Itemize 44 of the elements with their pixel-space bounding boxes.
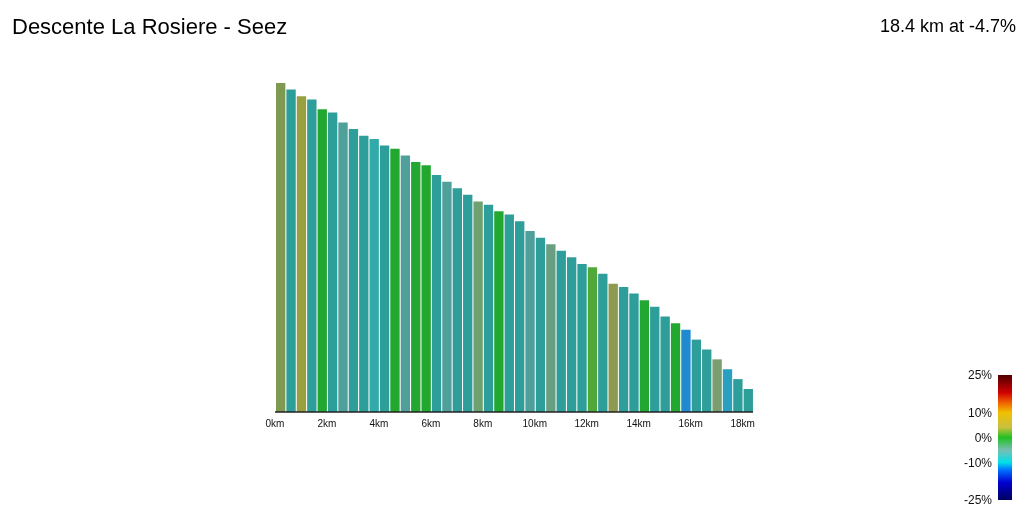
bar <box>338 122 348 412</box>
x-tick-label: 18km <box>730 418 755 430</box>
x-tick-label: 10km <box>522 418 548 430</box>
bar <box>670 323 681 412</box>
bar <box>483 204 494 412</box>
bar <box>400 155 411 412</box>
x-tick-label: 4km <box>369 418 389 430</box>
bar <box>722 369 733 412</box>
bar <box>379 145 390 412</box>
bar <box>712 359 722 412</box>
color-bar-label: -25% <box>963 493 993 507</box>
chart-title: Descente La Rosiere - Seez <box>12 14 288 40</box>
text: 18.4 km at -4.7% <box>879 16 1016 37</box>
color-bar-label: 25% <box>967 368 993 382</box>
bar <box>525 231 535 412</box>
bar <box>369 138 379 412</box>
x-tick-label: 2km <box>317 418 337 430</box>
color-bar-label: 10% <box>967 405 993 420</box>
bar <box>608 283 618 412</box>
color-bar-label: 0% <box>974 430 993 445</box>
x-tick-label: 12km <box>574 418 599 430</box>
bar <box>307 99 317 412</box>
bar <box>276 83 286 412</box>
bar <box>296 96 307 412</box>
x-tick-label: 16km <box>678 418 703 430</box>
bar <box>327 112 338 412</box>
bar <box>317 109 327 412</box>
bar <box>546 244 556 412</box>
bar <box>494 211 504 412</box>
bar <box>598 273 608 412</box>
x-tick-label: 14km <box>626 418 651 430</box>
bar <box>639 300 650 412</box>
bar <box>473 201 483 412</box>
x-tick-label: 0km <box>265 418 285 430</box>
x-tick-label: 6km <box>421 418 441 430</box>
bar <box>431 175 442 412</box>
bar <box>535 237 546 412</box>
x-tick-label: 8km <box>473 418 493 430</box>
bar <box>442 181 452 412</box>
color-bar-label: -10% <box>963 455 993 470</box>
bar <box>286 89 296 412</box>
bar <box>587 267 598 412</box>
bar <box>681 329 691 412</box>
bar <box>390 148 400 412</box>
